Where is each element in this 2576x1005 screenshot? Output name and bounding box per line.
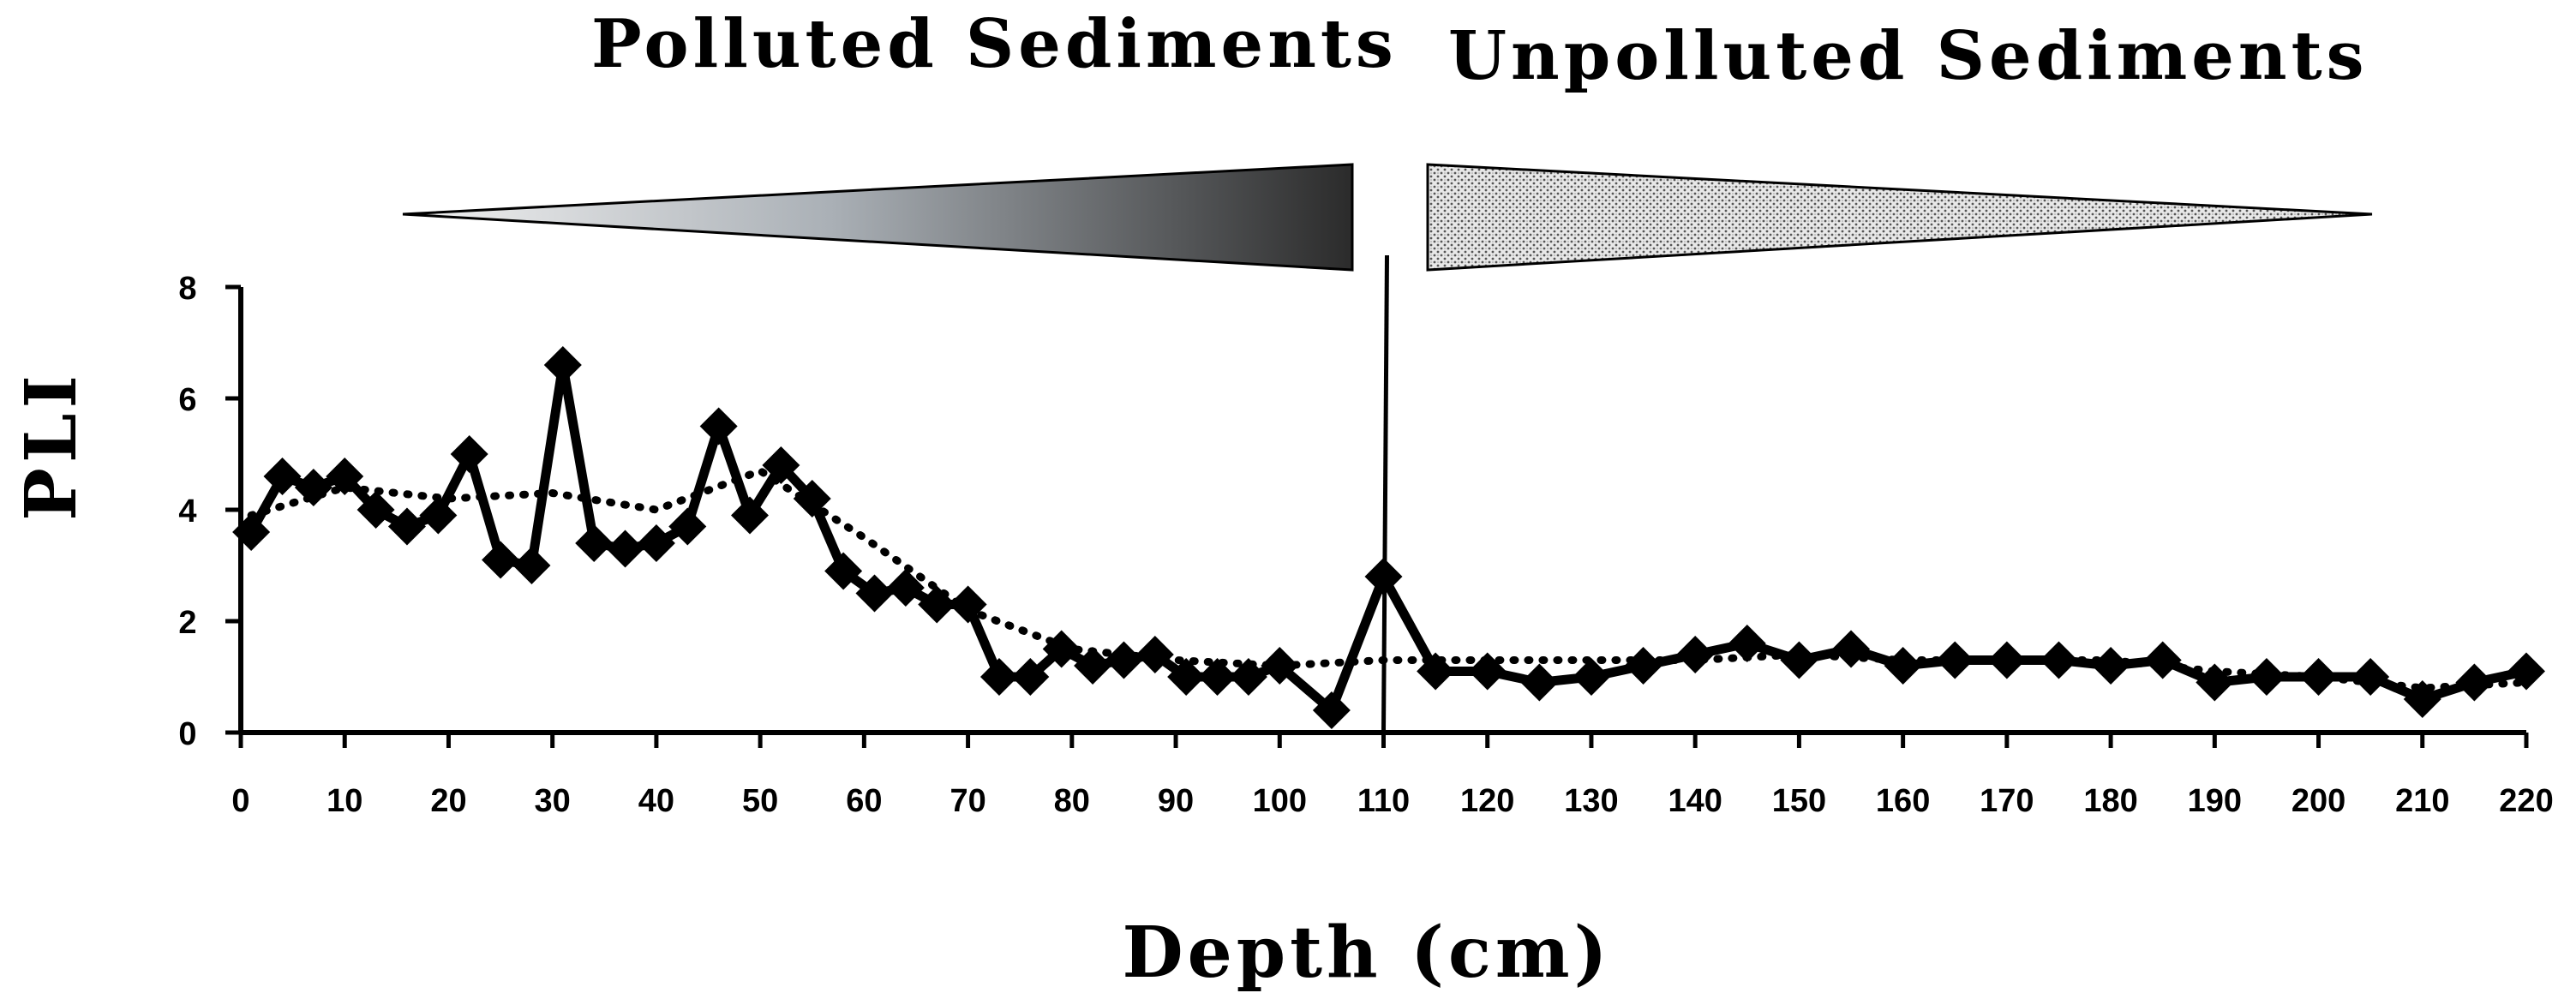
data-point (793, 480, 831, 517)
y-tick-label: 0 (178, 716, 196, 752)
data-point (1936, 641, 1974, 679)
data-point (1042, 630, 1081, 668)
data-point (1468, 652, 1507, 691)
x-tick-label: 0 (231, 783, 249, 819)
right-region-label: Unpolluted Sediments (1448, 17, 2369, 95)
data-point (1229, 658, 1267, 696)
left-region-label: Polluted Sediments (591, 5, 1398, 83)
x-axis-label: Depth (cm) (1123, 912, 1612, 994)
x-tick-label: 140 (1668, 783, 1722, 819)
data-point (699, 407, 738, 446)
data-point (1198, 658, 1237, 696)
data-point (1074, 647, 1112, 685)
data-point (263, 458, 302, 495)
data-point (232, 513, 271, 551)
data-point (1312, 691, 1351, 729)
data-point (326, 458, 364, 495)
data-point (2455, 663, 2494, 702)
y-axis-label: PLI (10, 370, 93, 521)
data-point (1011, 658, 1050, 696)
data-point (575, 524, 614, 562)
data-point (1832, 630, 1871, 668)
data-point (1417, 652, 1455, 691)
y-tick-label: 2 (178, 605, 196, 641)
data-point (482, 541, 520, 579)
data-point (979, 658, 1018, 696)
x-tick-label: 30 (535, 783, 571, 819)
x-tick-label: 10 (326, 783, 362, 819)
data-point (2196, 663, 2234, 702)
y-tick-label: 6 (178, 382, 196, 418)
data-point (1135, 636, 1174, 673)
data-point (356, 491, 395, 529)
data-point (294, 469, 332, 506)
data-point (2299, 658, 2338, 696)
data-point (512, 547, 551, 584)
x-tick-label: 70 (950, 783, 985, 819)
data-point (886, 569, 925, 607)
data-point (2143, 641, 2182, 679)
x-tick-label: 100 (1253, 783, 1307, 819)
trend-line (247, 467, 2531, 692)
y-tick-label: 4 (178, 494, 196, 529)
data-point (1624, 647, 1662, 685)
data-point (731, 496, 770, 535)
data-point (949, 585, 987, 624)
data-point (2507, 652, 2545, 691)
data-point (2403, 680, 2441, 718)
data-point (668, 507, 707, 546)
data-point (918, 585, 956, 624)
x-tick-label: 90 (1158, 783, 1194, 819)
x-tick-label: 60 (846, 783, 882, 819)
data-point (1105, 641, 1143, 679)
x-tick-label: 20 (430, 783, 466, 819)
x-tick-label: 150 (1772, 783, 1826, 819)
data-point (1728, 625, 1766, 662)
x-tick-label: 190 (2188, 783, 2242, 819)
data-point (2092, 647, 2130, 685)
data-point (1520, 663, 1559, 702)
markers-group (232, 346, 2545, 729)
data-point (1780, 641, 1818, 679)
data-point (1987, 641, 2026, 679)
x-tick-label: 80 (1054, 783, 1090, 819)
data-point (2351, 658, 2390, 696)
x-tick-label: 120 (1460, 783, 1514, 819)
trend-line-group (247, 467, 2531, 692)
data-point (2040, 641, 2078, 679)
boundary-line (1381, 254, 1389, 733)
x-tick-label: 200 (2291, 783, 2345, 819)
data-point (419, 496, 458, 535)
data-point (855, 574, 894, 613)
x-tick-label: 220 (2499, 783, 2553, 819)
data-point (387, 507, 426, 546)
data-point (1364, 558, 1403, 595)
data-point (2247, 658, 2285, 696)
x-tick-label: 170 (1980, 783, 2034, 819)
x-tick-label: 130 (1564, 783, 1618, 819)
data-point (606, 529, 644, 568)
unpolluted-wedge (1426, 163, 2373, 272)
x-tick-label: 110 (1357, 783, 1410, 819)
polluted-wedge (402, 163, 1354, 272)
data-point (762, 446, 800, 484)
x-tick-label: 180 (2083, 783, 2137, 819)
x-tick-label: 40 (638, 783, 674, 819)
data-point (450, 435, 488, 473)
x-tick-label: 50 (742, 783, 778, 819)
x-tick-label: 210 (2395, 783, 2449, 819)
data-point (543, 346, 582, 384)
data-point (637, 524, 675, 562)
y-tick-label: 8 (178, 271, 196, 307)
data-point (824, 552, 863, 590)
data-point (1676, 636, 1715, 673)
data-point (1572, 658, 1610, 696)
data-point (1167, 658, 1206, 696)
data-point (1884, 647, 1922, 685)
data-point (1261, 647, 1299, 685)
x-tick-label: 160 (1876, 783, 1930, 819)
